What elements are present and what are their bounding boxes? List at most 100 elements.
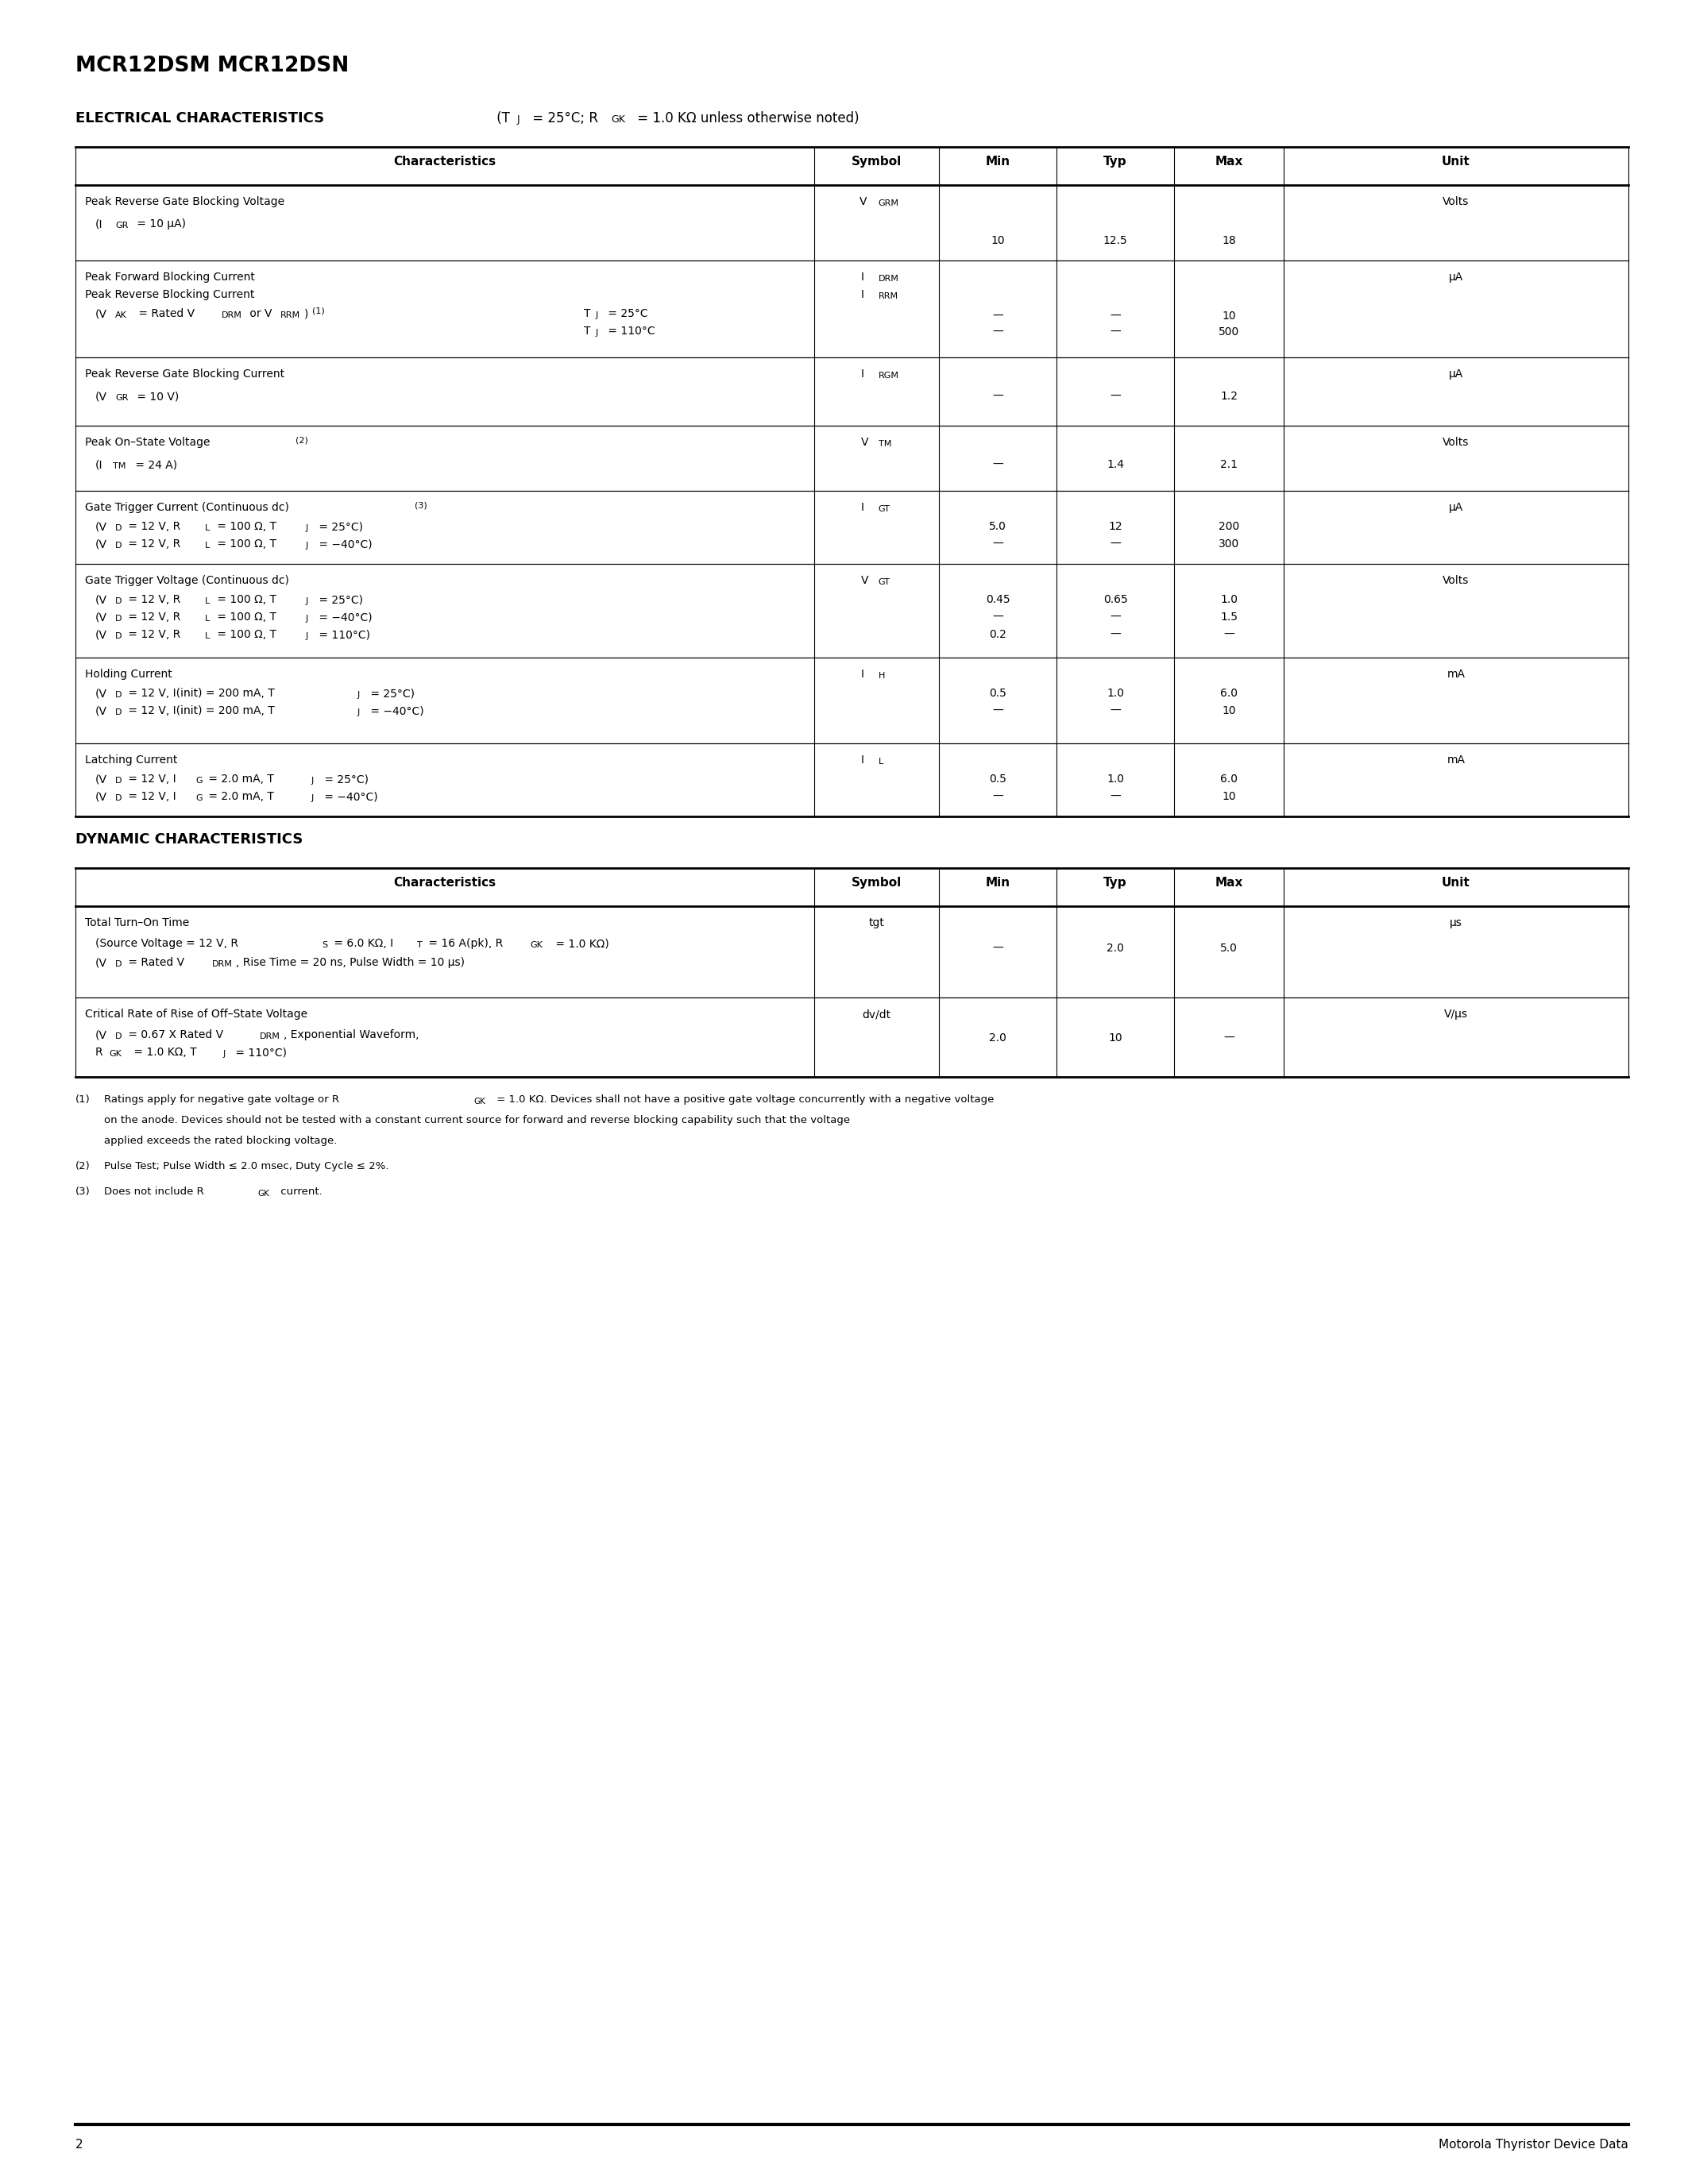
Text: = 100 Ω, T: = 100 Ω, T (214, 594, 277, 605)
Text: mA: mA (1447, 753, 1465, 767)
Text: μs: μs (1450, 917, 1462, 928)
Text: Motorola Thyristor Device Data: Motorola Thyristor Device Data (1438, 2138, 1629, 2151)
Text: DRM: DRM (878, 275, 898, 282)
Text: —: — (1224, 1033, 1234, 1044)
Text: (2): (2) (295, 437, 309, 443)
Text: = 12 V, I(init) = 200 mA, T: = 12 V, I(init) = 200 mA, T (125, 688, 275, 699)
Text: 1.0: 1.0 (1220, 594, 1237, 605)
Text: = 12 V, R: = 12 V, R (125, 522, 181, 533)
Text: 300: 300 (1219, 539, 1239, 550)
Text: D: D (115, 795, 122, 802)
Text: Peak Reverse Gate Blocking Current: Peak Reverse Gate Blocking Current (84, 369, 285, 380)
Text: (3): (3) (76, 1186, 91, 1197)
Text: = 1.0 KΩ. Devices shall not have a positive gate voltage concurrently with a neg: = 1.0 KΩ. Devices shall not have a posit… (493, 1094, 994, 1105)
Text: = 110°C): = 110°C) (316, 629, 370, 640)
Text: V/μs: V/μs (1445, 1009, 1469, 1020)
Text: = 25°C): = 25°C) (316, 594, 363, 605)
Text: 10: 10 (1109, 1033, 1123, 1044)
Text: Min: Min (986, 155, 1009, 168)
Text: 0.65: 0.65 (1102, 594, 1128, 605)
Text: ): ) (304, 308, 309, 319)
Text: (Source Voltage = 12 V, R: (Source Voltage = 12 V, R (95, 937, 238, 950)
Text: Characteristics: Characteristics (393, 876, 496, 889)
Text: tgt: tgt (869, 917, 885, 928)
Text: Total Turn–On Time: Total Turn–On Time (84, 917, 189, 928)
Text: D: D (115, 690, 122, 699)
Text: J: J (311, 795, 314, 802)
Text: = 110°C: = 110°C (604, 325, 655, 336)
Text: = 12 V, R: = 12 V, R (125, 629, 181, 640)
Text: Volts: Volts (1443, 197, 1469, 207)
Text: = Rated V: = Rated V (125, 957, 184, 968)
Text: GK: GK (611, 114, 625, 124)
Text: = 10 V): = 10 V) (133, 391, 179, 402)
Text: Symbol: Symbol (851, 155, 901, 168)
Text: 2.0: 2.0 (989, 1033, 1006, 1044)
Text: —: — (1109, 325, 1121, 339)
Text: = 12 V, I(init) = 200 mA, T: = 12 V, I(init) = 200 mA, T (125, 705, 275, 716)
Text: H: H (878, 673, 885, 679)
Text: 6.0: 6.0 (1220, 773, 1237, 784)
Text: = 110°C): = 110°C) (231, 1046, 287, 1057)
Text: = 16 A(pk), R: = 16 A(pk), R (425, 937, 503, 950)
Text: = 25°C): = 25°C) (321, 773, 368, 784)
Text: (V: (V (95, 791, 108, 802)
Text: GT: GT (878, 505, 890, 513)
Text: (1): (1) (312, 306, 324, 314)
Text: 0.45: 0.45 (986, 594, 1009, 605)
Text: Max: Max (1215, 876, 1242, 889)
Text: J: J (306, 524, 309, 533)
Text: G: G (196, 795, 203, 802)
Text: GK: GK (530, 941, 542, 950)
Text: 1.5: 1.5 (1220, 612, 1237, 622)
Text: —: — (1109, 705, 1121, 716)
Text: = 25°C; R: = 25°C; R (528, 111, 598, 124)
Text: J: J (306, 596, 309, 605)
Text: I: I (861, 753, 864, 767)
Text: = 10 μA): = 10 μA) (133, 218, 186, 229)
Text: RGM: RGM (878, 371, 898, 380)
Text: Typ: Typ (1104, 876, 1128, 889)
Text: = 1.0 KΩ): = 1.0 KΩ) (552, 937, 609, 950)
Text: 12.5: 12.5 (1102, 236, 1128, 247)
Text: = 25°C): = 25°C) (366, 688, 415, 699)
Text: = −40°C): = −40°C) (366, 705, 424, 716)
Text: Does not include R: Does not include R (105, 1186, 204, 1197)
Text: 2.1: 2.1 (1220, 459, 1237, 470)
Text: 10: 10 (1222, 791, 1236, 802)
Text: RRM: RRM (878, 293, 898, 299)
Text: 0.2: 0.2 (989, 629, 1006, 640)
Text: = 0.67 X Rated V: = 0.67 X Rated V (125, 1029, 223, 1040)
Text: ELECTRICAL CHARACTERISTICS: ELECTRICAL CHARACTERISTICS (76, 111, 324, 124)
Text: Peak Reverse Gate Blocking Voltage: Peak Reverse Gate Blocking Voltage (84, 197, 285, 207)
Text: GRM: GRM (878, 199, 898, 207)
Text: μA: μA (1448, 271, 1463, 282)
Text: = 12 V, R: = 12 V, R (125, 594, 181, 605)
Text: Min: Min (986, 876, 1009, 889)
Text: = 12 V, I: = 12 V, I (125, 791, 176, 802)
Text: D: D (115, 524, 122, 533)
Text: —: — (993, 459, 1003, 470)
Text: (V: (V (95, 957, 108, 968)
Text: GR: GR (115, 221, 128, 229)
Text: J: J (306, 542, 309, 550)
Text: Typ: Typ (1104, 155, 1128, 168)
Text: (V: (V (95, 612, 108, 622)
Text: (V: (V (95, 522, 108, 533)
Text: V: V (861, 574, 868, 585)
Text: = −40°C): = −40°C) (316, 612, 373, 622)
Text: L: L (204, 614, 209, 622)
Text: T: T (584, 325, 591, 336)
Text: D: D (115, 708, 122, 716)
Text: Unit: Unit (1442, 155, 1470, 168)
Text: (I: (I (95, 218, 103, 229)
Text: —: — (993, 791, 1003, 802)
Text: D: D (115, 614, 122, 622)
Text: J: J (306, 614, 309, 622)
Text: 12: 12 (1109, 522, 1123, 533)
Text: D: D (115, 778, 122, 784)
Text: —: — (1109, 310, 1121, 321)
Text: S: S (322, 941, 327, 950)
Text: L: L (878, 758, 883, 767)
Text: —: — (993, 943, 1003, 954)
